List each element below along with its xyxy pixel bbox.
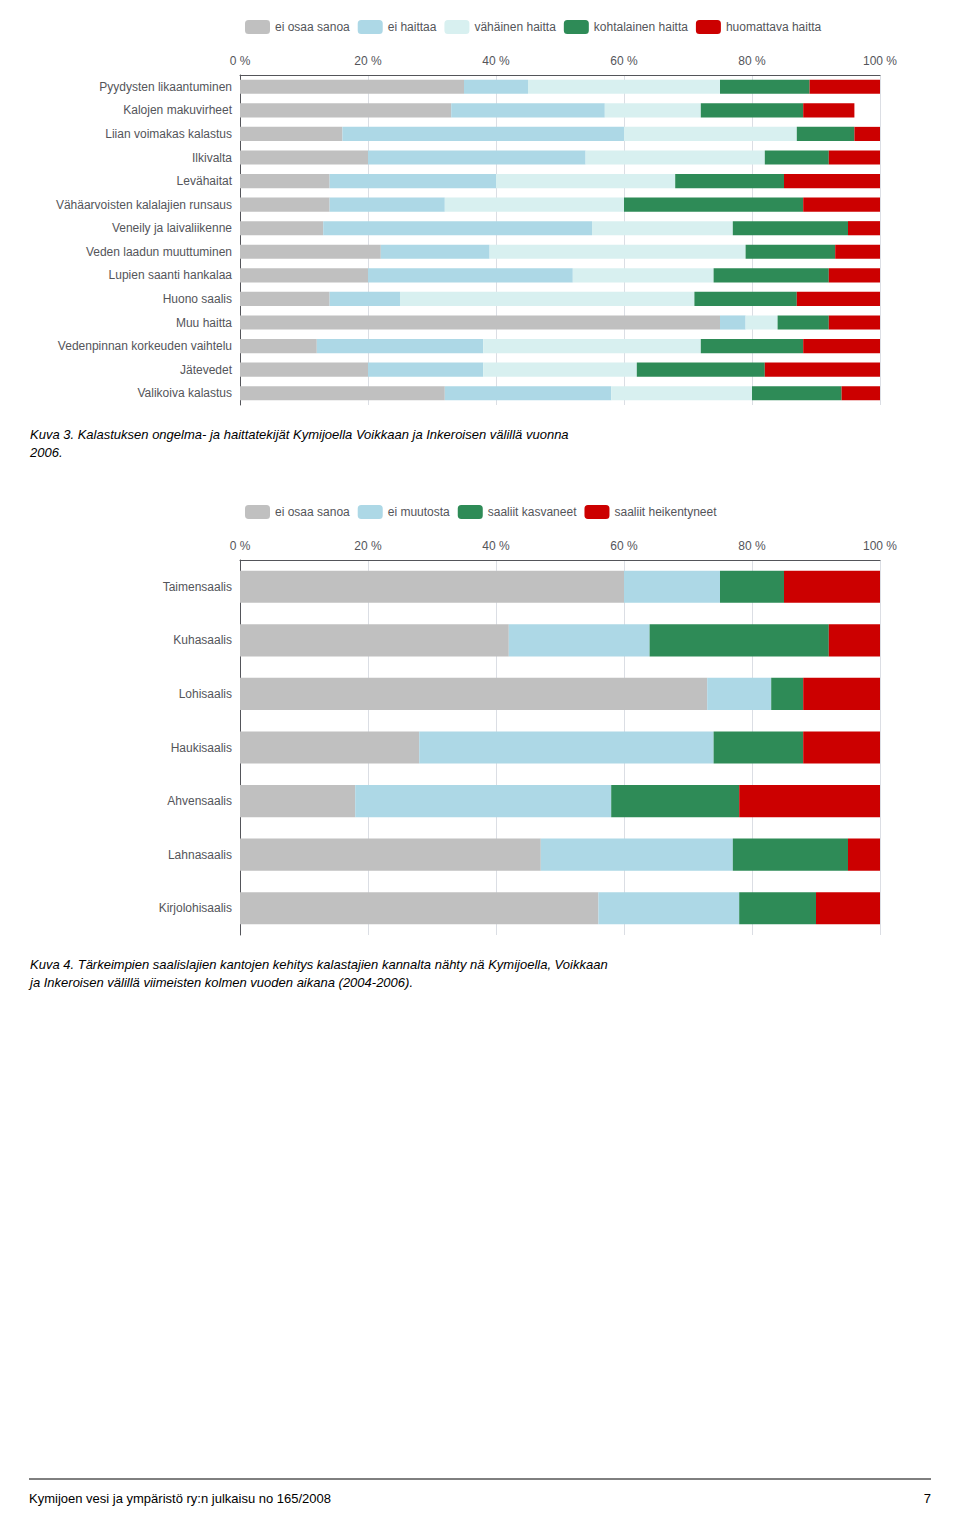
svg-text:Liian voimakas kalastus: Liian voimakas kalastus <box>105 127 232 141</box>
svg-text:Haukisaalis: Haukisaalis <box>171 741 232 755</box>
svg-text:Kirjolohisaalis: Kirjolohisaalis <box>159 901 232 915</box>
svg-text:Valikoiva kalastus: Valikoiva kalastus <box>138 386 233 400</box>
svg-text:ei osaa sanoa: ei osaa sanoa <box>275 505 350 519</box>
svg-text:Ahvensaalis: Ahvensaalis <box>167 794 232 808</box>
svg-text:100 %: 100 % <box>863 539 897 553</box>
svg-text:kohtalainen haitta: kohtalainen haitta <box>594 20 688 34</box>
svg-text:ja Inkeroisen välillä viimeist: ja Inkeroisen välillä viimeisten kolmen … <box>28 975 413 990</box>
svg-text:huomattava haitta: huomattava haitta <box>726 20 822 34</box>
svg-text:Jätevedet: Jätevedet <box>180 363 233 377</box>
svg-text:60 %: 60 % <box>610 54 638 68</box>
svg-text:20 %: 20 % <box>354 539 382 553</box>
svg-text:Kuva 4. Tärkeimpien saalislaji: Kuva 4. Tärkeimpien saalislajien kantoje… <box>30 957 608 972</box>
svg-text:Vähäarvoisten kalalajien runsa: Vähäarvoisten kalalajien runsaus <box>56 198 232 212</box>
svg-text:Kuva 3. Kalastuksen ongelma- j: Kuva 3. Kalastuksen ongelma- ja haittate… <box>30 427 569 442</box>
svg-text:Vedenpinnan korkeuden vaihtelu: Vedenpinnan korkeuden vaihtelu <box>58 339 232 353</box>
svg-text:20 %: 20 % <box>354 54 382 68</box>
svg-text:Ilkivalta: Ilkivalta <box>192 151 232 165</box>
svg-text:ei muutosta: ei muutosta <box>388 505 450 519</box>
svg-text:Levähaitat: Levähaitat <box>177 174 233 188</box>
svg-text:40 %: 40 % <box>482 539 510 553</box>
svg-text:Kalojen makuvirheet: Kalojen makuvirheet <box>123 103 232 117</box>
svg-text:ei haittaa: ei haittaa <box>388 20 437 34</box>
svg-text:vähäinen haitta: vähäinen haitta <box>474 20 556 34</box>
svg-text:0 %: 0 % <box>230 539 251 553</box>
svg-text:Taimensaalis: Taimensaalis <box>163 580 232 594</box>
svg-text:Kuhasaalis: Kuhasaalis <box>173 633 232 647</box>
svg-text:7: 7 <box>924 1491 931 1506</box>
svg-text:Veneily ja laivaliikenne: Veneily ja laivaliikenne <box>112 221 232 235</box>
svg-text:60 %: 60 % <box>610 539 638 553</box>
svg-text:Pyydysten likaantuminen: Pyydysten likaantuminen <box>99 80 232 94</box>
svg-text:Muu haitta: Muu haitta <box>176 316 232 330</box>
svg-text:Kymijoen vesi ja ympäristö ry:: Kymijoen vesi ja ympäristö ry:n julkaisu… <box>29 1491 331 1506</box>
svg-text:Lohisaalis: Lohisaalis <box>179 687 232 701</box>
svg-text:Lupien saanti hankalaa: Lupien saanti hankalaa <box>109 268 233 282</box>
svg-text:2006.: 2006. <box>29 445 63 460</box>
svg-text:0 %: 0 % <box>230 54 251 68</box>
svg-text:Lahnasaalis: Lahnasaalis <box>168 848 232 862</box>
svg-text:100 %: 100 % <box>863 54 897 68</box>
svg-text:Veden laadun muuttuminen: Veden laadun muuttuminen <box>86 245 232 259</box>
svg-text:ei osaa sanoa: ei osaa sanoa <box>275 20 350 34</box>
svg-text:saaliit kasvaneet: saaliit kasvaneet <box>488 505 577 519</box>
svg-text:80 %: 80 % <box>738 539 766 553</box>
svg-text:Huono saalis: Huono saalis <box>163 292 232 306</box>
svg-text:80 %: 80 % <box>738 54 766 68</box>
svg-text:saaliit heikentyneet: saaliit heikentyneet <box>614 505 717 519</box>
svg-text:40 %: 40 % <box>482 54 510 68</box>
